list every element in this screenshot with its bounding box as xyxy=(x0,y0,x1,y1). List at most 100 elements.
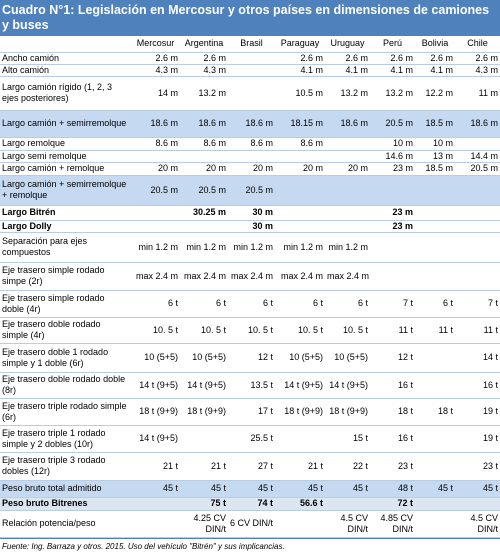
table-row: Largo camión + semirremolque 18.6 m 18.6 m… xyxy=(0,110,500,138)
cell: 75 t xyxy=(180,497,228,511)
row-label: Eje trasero triple 3 rodado dobles (12r) xyxy=(0,452,131,481)
cell: 2.6 m xyxy=(131,52,180,65)
cell: 45 t xyxy=(455,480,500,498)
cell xyxy=(370,232,415,263)
cell: 45 t xyxy=(228,480,275,498)
table-row: Eje trasero doble 1 rodado simple y 1 do… xyxy=(0,343,500,373)
cell: 6 t xyxy=(325,290,370,318)
row-label: Largo semi remolque xyxy=(0,150,131,163)
cell xyxy=(455,137,500,151)
cell: 21 t xyxy=(275,452,325,481)
cell: min 1.2 m xyxy=(325,232,370,263)
cell: 10.5 m xyxy=(275,76,325,111)
cell: 30.25 m xyxy=(180,205,228,221)
table-row: Separación para ejes compuestos min 1.2 m… xyxy=(0,232,500,263)
cell: 45 t xyxy=(275,480,325,498)
cell xyxy=(228,52,275,65)
cell: 48 t xyxy=(370,480,415,498)
cell: 4.5 CV DIN/t xyxy=(455,510,500,538)
cell xyxy=(325,205,370,221)
cell: 4.5 CV DIN/t xyxy=(325,510,370,538)
row-label: Eje trasero doble 1 rodado simple y 1 do… xyxy=(0,343,131,373)
cell: 7 t xyxy=(455,290,500,318)
cell: 6 CV DIN/t xyxy=(228,510,275,538)
column-header: Perú xyxy=(370,36,415,53)
cell: 23 m xyxy=(370,205,415,221)
cell: 12.2 m xyxy=(415,76,455,111)
cell xyxy=(228,150,275,163)
table-row: Peso bruto Bitrenes 75 t 74 t 56.6 t 72 t xyxy=(0,497,500,511)
cell: 20 m xyxy=(325,162,370,176)
cell: 18.6 m xyxy=(180,110,228,138)
cell xyxy=(370,175,415,206)
cell: 23 m xyxy=(370,220,415,233)
cell xyxy=(415,425,455,453)
cell: 72 t xyxy=(370,497,415,511)
cell: 4.1 m xyxy=(325,64,370,77)
cell: 13 m xyxy=(415,150,455,163)
cell xyxy=(415,175,455,206)
table-row: Largo remolque 8.6 m 8.6 m 8.6 m 8.6 m 10 m 10… xyxy=(0,137,500,151)
cell: 20.5 m xyxy=(228,175,275,206)
cell: 11 t xyxy=(370,317,415,344)
cell: 20 m xyxy=(275,162,325,176)
cell xyxy=(415,452,455,481)
cell xyxy=(455,220,500,233)
column-header: Paraguay xyxy=(275,36,325,53)
row-label: Largo camión + semirremolque xyxy=(0,110,131,138)
cell: 10 m xyxy=(370,137,415,151)
table-row: Eje trasero triple rodado simple (6r) 18 … xyxy=(0,398,500,426)
cell: 2.6 m xyxy=(415,52,455,65)
cell: 14 t (9+5) xyxy=(180,372,228,399)
cell xyxy=(455,497,500,511)
cell xyxy=(370,262,415,291)
cell xyxy=(325,137,370,151)
cell xyxy=(275,175,325,206)
row-label: Largo Dolly xyxy=(0,220,131,233)
cell: min 1.2 m xyxy=(228,232,275,263)
cell xyxy=(455,232,500,263)
cell: 23 t xyxy=(455,452,500,481)
cell xyxy=(415,205,455,221)
cell: 45 t xyxy=(180,480,228,498)
cell: 4.85 CV DIN/t xyxy=(370,510,415,538)
cell: 2.6 m xyxy=(275,52,325,65)
cell: 6 t xyxy=(228,290,275,318)
header-row: Mercosur Argentina Brasil Paraguay Uruguay Pe… xyxy=(0,36,500,53)
cell xyxy=(415,343,455,373)
column-header: Argentina xyxy=(180,36,228,53)
cell: 21 t xyxy=(131,452,180,481)
cell: 4.1 m xyxy=(415,64,455,77)
cell: 17 t xyxy=(228,398,275,426)
cell: 20.5 m xyxy=(455,162,500,176)
cell: 14 t (9+5) xyxy=(275,372,325,399)
cell xyxy=(415,232,455,263)
cell: 2.6 m xyxy=(180,52,228,65)
cell xyxy=(180,425,228,453)
cell: 10 (5+5) xyxy=(131,343,180,373)
cell: 10. 5 t xyxy=(131,317,180,344)
cell xyxy=(325,175,370,206)
cell: 10. 5 t xyxy=(228,317,275,344)
cell xyxy=(228,76,275,111)
row-label: Relación potencia/peso xyxy=(0,510,131,538)
table-row: Largo semi remolque 14.6 m 13 m 14.4 m xyxy=(0,150,500,163)
cell xyxy=(415,262,455,291)
cell: 4.1 m xyxy=(370,64,415,77)
table-row: Largo camión + semirremolque + remolque 2… xyxy=(0,175,500,206)
column-header: Chile xyxy=(455,36,500,53)
cell: 45 t xyxy=(131,480,180,498)
cell: 20 m xyxy=(131,162,180,176)
cell: 8.6 m xyxy=(275,137,325,151)
cell: 11 m xyxy=(455,76,500,111)
cell xyxy=(131,205,180,221)
cell: 45 t xyxy=(415,480,455,498)
cell: 16 t xyxy=(370,372,415,399)
cell xyxy=(180,150,228,163)
cell: 21 t xyxy=(180,452,228,481)
row-label: Largo camión + remolque xyxy=(0,162,131,176)
cell: 56.6 t xyxy=(275,497,325,511)
row-label: Largo Bitrén xyxy=(0,205,131,221)
